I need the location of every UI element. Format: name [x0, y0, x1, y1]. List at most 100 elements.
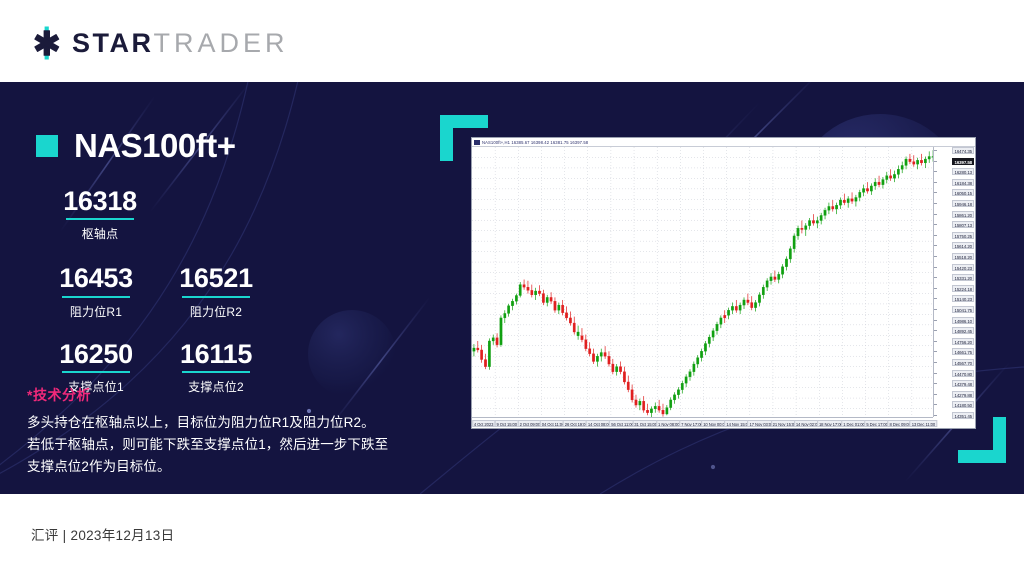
level-label: 枢轴点 — [81, 227, 119, 242]
level-resistance-2: 16521 阻力位R2 — [156, 264, 276, 319]
date-tick-label: 1 Nov 08:00 — [656, 420, 682, 427]
price-tick-mark — [934, 160, 937, 162]
price-tick-label: 14892.45 — [952, 327, 974, 335]
date-tick-label: 4 Oct 2023 — [471, 420, 496, 427]
price-tick-mark — [934, 340, 937, 342]
level-resistance-1: 16453 阻力位R1 — [36, 264, 156, 319]
brand-logo[interactable]: STARTRADER — [30, 26, 289, 60]
price-tick-label: 14351.45 — [952, 412, 974, 419]
price-tick-mark — [934, 213, 937, 215]
chart-zone: NAS100ft+,H1 16385.67 16398.42 16381.75 … — [440, 115, 1010, 463]
level-underline — [182, 295, 250, 298]
price-tick-label: 16474.35 — [952, 147, 974, 154]
level-value: 16453 — [59, 263, 133, 294]
price-tick-label: 15224.18 — [952, 284, 974, 292]
price-tick-mark — [934, 372, 937, 374]
price-tick-mark — [934, 203, 937, 204]
price-tick-mark — [934, 287, 937, 289]
price-tick-mark — [934, 404, 937, 406]
main-panel: NAS100ft+ 16318 枢轴点 16453 阻力位R1 16521 阻力… — [0, 82, 1024, 494]
price-tick-mark — [934, 309, 937, 310]
corner-bracket-bottom-right — [958, 417, 1006, 463]
price-tick-label: 16184.38 — [952, 178, 974, 186]
corner-bracket-top-left — [440, 115, 488, 161]
price-tick-label: 15041.75 — [952, 306, 974, 313]
price-tick-label: 14661.75 — [952, 348, 974, 356]
level-support-2: 16115 支撑点位2 — [156, 338, 276, 395]
chart-titlebar: NAS100ft+,H1 16385.67 16398.42 16381.75 … — [472, 138, 975, 147]
price-tick-mark — [934, 234, 937, 236]
analysis-line-1: 多头持仓在枢轴点以上，目标位为阻力位R1及阻力位R2。 — [27, 415, 375, 430]
level-value: 16250 — [59, 338, 133, 369]
date-tick-label: 13 Dec 11:00 — [909, 420, 938, 427]
price-tick-label: 15807.13 — [952, 221, 974, 229]
price-tick-label: 15946.18 — [952, 200, 974, 207]
price-tick-label: 15518.20 — [952, 253, 974, 260]
price-tick-label: 15420.23 — [952, 263, 974, 271]
analysis-line-3: 支撑点位2作为目标位。 — [27, 458, 171, 474]
instrument-title: NAS100ft+ — [36, 127, 236, 164]
price-tick-mark — [934, 192, 937, 194]
pivot-levels: 16318 枢轴点 16453 阻力位R1 16521 阻力位R2 16250 … — [36, 187, 276, 395]
page-header: STARTRADER — [0, 0, 1024, 82]
price-tick-label: 15614.20 — [952, 242, 974, 250]
level-label: 阻力位R2 — [189, 304, 243, 319]
logo-text-star: STAR — [72, 27, 154, 58]
price-tick-mark — [934, 224, 937, 226]
price-tick-mark — [934, 383, 937, 385]
instrument-name: NAS100ft+ — [74, 127, 236, 164]
price-tick-mark — [934, 245, 937, 247]
price-tick-mark — [934, 266, 937, 268]
date-axis[interactable]: 4 Oct 2023 9 Oct 15:00 2 Oct 09:00 04 Oct 1… — [471, 417, 938, 428]
price-tick-mark — [934, 415, 937, 416]
level-support-1: 16250 支撑点位1 — [36, 338, 156, 395]
price-tick-label: 14279.88 — [952, 390, 974, 398]
current-price-label: 16397.58 — [952, 157, 974, 165]
level-value: 16521 — [179, 263, 253, 294]
level-value: 16318 — [63, 186, 137, 216]
price-tick-mark — [934, 319, 937, 321]
square-bullet-icon — [36, 134, 58, 157]
footer-caption: 汇评 | 2023年12月13日 — [31, 528, 175, 543]
price-tick-label: 15140.23 — [952, 295, 974, 303]
price-tick-label: 15861.20 — [952, 210, 974, 218]
price-tick-label: 14986.10 — [952, 316, 974, 324]
level-label: 阻力位R1 — [69, 304, 123, 319]
price-tick-label: 14180.50 — [952, 401, 974, 409]
price-tick-label: 14470.80 — [952, 369, 974, 377]
price-tick-mark — [934, 351, 937, 353]
price-tick-label: 14567.70 — [952, 359, 974, 366]
chart-plot-area[interactable] — [472, 147, 933, 417]
logo-text-trader: TRADER — [153, 27, 289, 58]
level-underline — [62, 295, 130, 298]
price-tick-label: 14379.48 — [952, 380, 974, 388]
date-tick-label: 2 Oct 09:00 — [517, 420, 543, 427]
price-tick-mark — [934, 277, 937, 279]
price-tick-label: 14756.20 — [952, 337, 974, 345]
level-label: 支撑点位1 — [68, 380, 124, 395]
technical-analysis: *技术分析 多头持仓在枢轴点以上，目标位为阻力位R1及阻力位R2。 若低于枢轴点… — [27, 385, 427, 478]
price-tick-label: 16280.13 — [952, 168, 974, 176]
price-tick-mark — [934, 298, 937, 300]
price-tick-mark — [934, 393, 937, 395]
level-underline — [182, 371, 250, 374]
analysis-heading: *技术分析 — [27, 387, 91, 403]
price-tick-mark — [934, 171, 937, 173]
level-value: 16115 — [179, 338, 253, 369]
date-tick-label: 5 Dec 17:00 — [864, 420, 890, 427]
chart-title-text: NAS100ft+,H1 16385.67 16398.42 16381.75 … — [482, 139, 589, 145]
price-tick-mark — [934, 150, 937, 151]
analysis-line-2: 若低于枢轴点，则可能下跌至支撑点位1，然后进一步下跌至 — [27, 436, 389, 452]
date-tick-label: 31 Oct 15:00 — [632, 420, 660, 427]
date-tick-label: 9 Oct 15:00 — [494, 420, 519, 427]
date-tick-label: 1 Dec 01:00 — [841, 420, 867, 427]
chart-window-icon — [474, 139, 480, 145]
candlestick-chart[interactable]: NAS100ft+,H1 16385.67 16398.42 16381.75 … — [471, 137, 976, 429]
level-underline — [66, 218, 134, 221]
price-tick-label: 15331.20 — [952, 274, 974, 282]
level-pivot: 16318 枢轴点 — [36, 187, 164, 242]
level-underline — [62, 371, 130, 374]
price-tick-label: 15750.25 — [952, 231, 974, 239]
page-footer: 汇评 | 2023年12月13日 — [0, 494, 1024, 576]
price-axis[interactable]: 16474.35 16397.58 16280.13 16184.38 16050.15… — [933, 147, 975, 419]
